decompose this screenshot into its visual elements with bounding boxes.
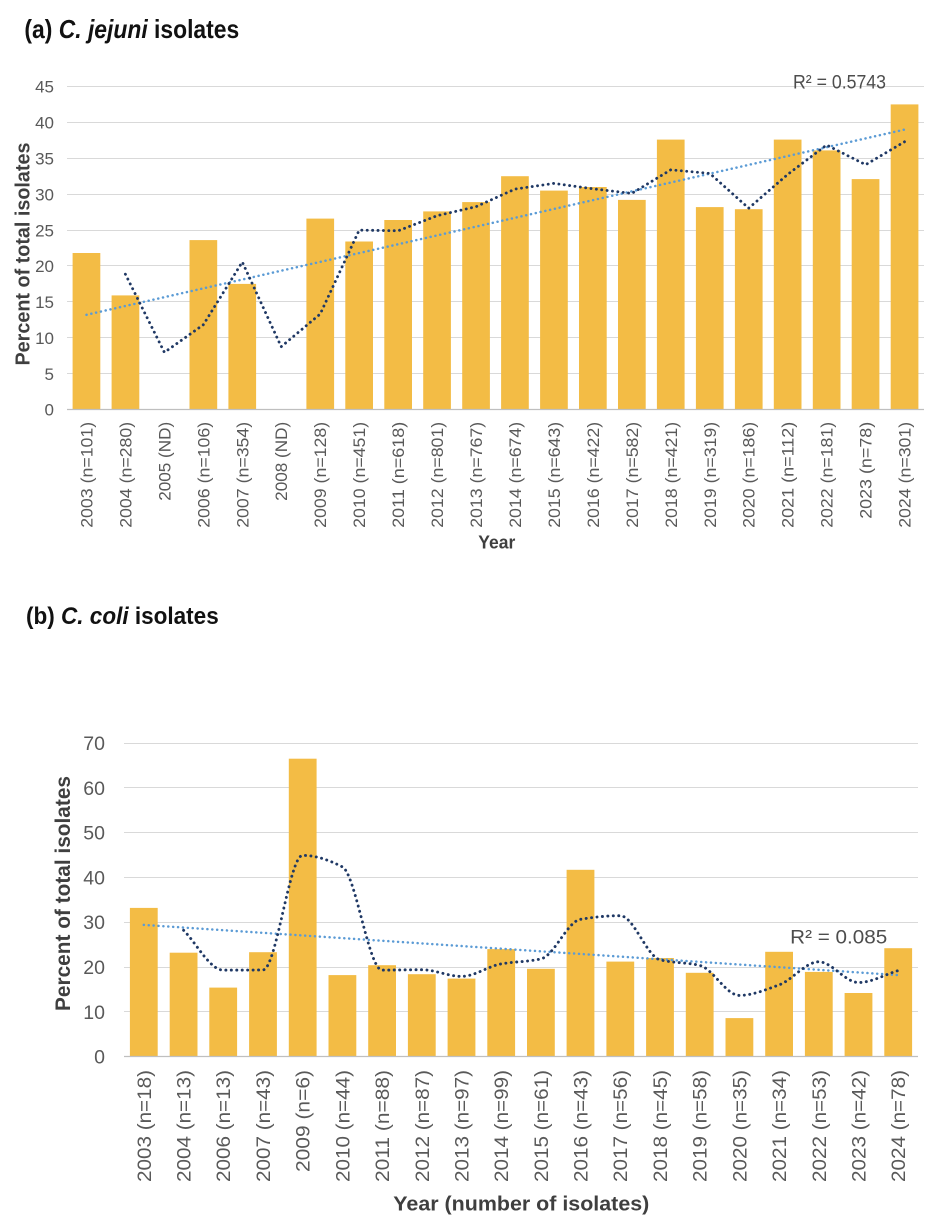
svg-text:2021 (n=112): 2021 (n=112)	[779, 422, 798, 528]
svg-text:2013 (n=97): 2013 (n=97)	[452, 1070, 474, 1182]
svg-text:Percent of total isolates: Percent of total isolates	[12, 143, 35, 366]
svg-text:2007 (n=43): 2007 (n=43)	[253, 1070, 275, 1182]
svg-text:2022 (n=53): 2022 (n=53)	[809, 1070, 831, 1182]
svg-text:2014 (n=99): 2014 (n=99)	[491, 1070, 513, 1182]
svg-text:2018 (n=45): 2018 (n=45)	[650, 1070, 672, 1182]
svg-text:Year (number of isolates): Year (number of isolates)	[393, 1193, 649, 1215]
svg-text:2021 (n=34): 2021 (n=34)	[769, 1070, 791, 1182]
svg-text:15: 15	[35, 293, 54, 312]
svg-text:(a) C. jejuni isolates: (a) C. jejuni isolates	[24, 16, 239, 44]
svg-text:2019 (n=319): 2019 (n=319)	[701, 422, 720, 528]
svg-text:60: 60	[83, 778, 105, 800]
svg-text:2004 (n=280): 2004 (n=280)	[116, 422, 135, 528]
svg-text:10: 10	[35, 329, 54, 348]
svg-text:2009 (n=128): 2009 (n=128)	[311, 422, 330, 528]
svg-text:2011 (n=618): 2011 (n=618)	[389, 422, 408, 528]
svg-text:25: 25	[35, 221, 54, 240]
svg-text:30: 30	[83, 912, 105, 934]
svg-text:2013 (n=767): 2013 (n=767)	[467, 422, 486, 528]
svg-text:2019 (n=58): 2019 (n=58)	[690, 1070, 712, 1182]
svg-text:2012 (n=801): 2012 (n=801)	[428, 422, 447, 528]
svg-text:10: 10	[83, 1002, 105, 1024]
svg-text:0: 0	[45, 401, 54, 420]
svg-text:45: 45	[35, 78, 54, 97]
svg-text:40: 40	[35, 114, 54, 133]
svg-text:2016 (n=422): 2016 (n=422)	[584, 422, 603, 528]
svg-text:2006 (n=13): 2006 (n=13)	[213, 1070, 235, 1182]
svg-text:2010 (n=44): 2010 (n=44)	[332, 1070, 354, 1182]
svg-text:2006 (n=106): 2006 (n=106)	[194, 422, 213, 528]
svg-text:2010 (n=451): 2010 (n=451)	[350, 422, 369, 528]
svg-text:2024 (n=78): 2024 (n=78)	[888, 1070, 910, 1182]
svg-text:2016 (n=43): 2016 (n=43)	[571, 1070, 593, 1182]
svg-text:2005 (ND): 2005 (ND)	[155, 422, 174, 501]
svg-text:2012 (n=87): 2012 (n=87)	[412, 1070, 434, 1182]
svg-text:35: 35	[35, 150, 54, 169]
svg-text:2020 (n=186): 2020 (n=186)	[740, 422, 759, 528]
svg-text:2014 (n=674): 2014 (n=674)	[506, 422, 525, 528]
svg-text:Percent of total isolates: Percent of total isolates	[52, 776, 75, 1011]
svg-text:2009 (n=6): 2009 (n=6)	[293, 1070, 315, 1172]
svg-text:2022 (n=181): 2022 (n=181)	[818, 422, 837, 528]
svg-text:2017 (n=582): 2017 (n=582)	[623, 422, 642, 528]
svg-text:2007 (n=354): 2007 (n=354)	[233, 422, 252, 528]
svg-text:2003 (n=18): 2003 (n=18)	[134, 1070, 156, 1182]
svg-text:2023 (n=42): 2023 (n=42)	[849, 1070, 871, 1182]
svg-text:(b) C. coli isolates: (b) C. coli isolates	[26, 602, 219, 629]
svg-text:40: 40	[83, 867, 105, 889]
svg-text:Year: Year	[478, 533, 515, 553]
svg-text:2003 (n=101): 2003 (n=101)	[78, 422, 97, 528]
svg-text:2004 (n=13): 2004 (n=13)	[174, 1070, 196, 1182]
svg-text:2015 (n=643): 2015 (n=643)	[545, 422, 564, 528]
svg-text:2017 (n=56): 2017 (n=56)	[610, 1070, 632, 1182]
svg-text:2015 (n=61): 2015 (n=61)	[531, 1070, 553, 1182]
svg-text:70: 70	[83, 733, 105, 755]
svg-text:2018 (n=421): 2018 (n=421)	[662, 422, 681, 528]
svg-text:2024 (n=301): 2024 (n=301)	[896, 422, 915, 528]
svg-text:0: 0	[94, 1047, 105, 1069]
svg-text:2008 (ND): 2008 (ND)	[272, 422, 291, 501]
svg-text:20: 20	[83, 957, 105, 979]
svg-text:50: 50	[83, 823, 105, 845]
svg-text:20: 20	[35, 257, 54, 276]
svg-text:2020 (n=35): 2020 (n=35)	[729, 1070, 751, 1182]
svg-text:30: 30	[35, 185, 54, 204]
svg-text:2023 (n=78): 2023 (n=78)	[857, 422, 876, 519]
svg-text:5: 5	[45, 365, 54, 384]
svg-text:R² = 0.085: R² = 0.085	[790, 926, 887, 948]
svg-text:2011 (n=88): 2011 (n=88)	[372, 1070, 394, 1182]
svg-text:R² = 0.5743: R² = 0.5743	[793, 72, 886, 94]
